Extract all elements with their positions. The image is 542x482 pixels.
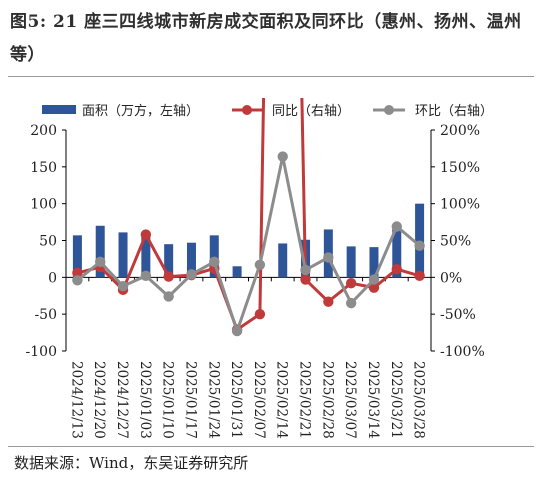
x-tick-label: 2025/03/28 (411, 361, 427, 439)
bar-series (72, 203, 425, 278)
series-point (345, 278, 357, 289)
x-tick-label: 2025/02/28 (319, 361, 335, 439)
legend: 面积（万方，左轴） 同比（右轴） 环比（右轴） (42, 103, 493, 119)
series-point (117, 280, 129, 292)
left-tick-label: 200 (30, 123, 57, 139)
series-line-segment (372, 225, 399, 282)
right-tick-label: 100% (440, 197, 480, 213)
series-point (163, 271, 174, 282)
line-series (72, 97, 425, 337)
x-tick-label: 2024/12/27 (114, 361, 130, 439)
series-point (300, 274, 311, 285)
series-point (323, 252, 334, 263)
bar (232, 266, 242, 278)
series-point (414, 240, 425, 251)
series-line-segment (235, 263, 262, 333)
left-tick-label: -50 (34, 307, 57, 323)
left-tick-label: -100 (26, 344, 57, 360)
series-point (414, 270, 425, 282)
series-point (254, 308, 266, 320)
right-tick-label: 0% (440, 270, 462, 286)
bar (209, 235, 219, 278)
series-point (95, 256, 106, 268)
figure-title: 图5: 21 座三四线城市新房成交面积及同环比（惠州、扬州、温州等） (10, 12, 522, 65)
series-point (231, 325, 243, 337)
x-tick-label: 2025/01/24 (205, 361, 221, 439)
right-tick-label: 150% (440, 160, 480, 176)
yoy-spike-down (300, 97, 308, 280)
source-divider (8, 446, 534, 447)
x-tick-label: 2025/03/21 (388, 361, 404, 439)
series-line-segment (281, 155, 308, 272)
series-point (140, 229, 152, 240)
series-point (186, 269, 197, 280)
right-tick-label: -50% (440, 307, 476, 323)
x-tick-label: 2025/01/31 (228, 361, 244, 439)
series-point (368, 282, 380, 293)
series-line-segment (121, 233, 148, 292)
right-tick-label: -100% (440, 344, 485, 360)
bar (346, 246, 356, 278)
bar (95, 225, 105, 278)
x-tick-label: 2025/03/14 (365, 361, 381, 439)
legend-label: 面积（万方，左轴） (82, 103, 199, 119)
source-note: 数据来源：Wind，东吴证券研究所 (14, 454, 249, 472)
x-tick-label: 2024/12/20 (91, 361, 107, 439)
series-point (72, 267, 83, 279)
x-tick-label: 2025/01/10 (160, 361, 176, 439)
series-line-segment (349, 278, 376, 305)
series-point (163, 291, 174, 302)
bar (278, 243, 288, 278)
series-point (277, 151, 288, 162)
series-point (323, 296, 334, 307)
bar (118, 232, 128, 278)
series-line-segment (326, 255, 353, 305)
x-tick-label: 2025/02/07 (251, 361, 267, 439)
bar (141, 236, 151, 278)
series-point (391, 264, 402, 275)
x-tick-label: 2024/12/13 (68, 361, 84, 439)
legend-marker-mom (384, 105, 394, 115)
series-point (254, 259, 266, 271)
series-point (391, 221, 402, 232)
left-tick-label: 50 (39, 234, 57, 250)
series-point (140, 270, 152, 282)
x-tick-label: 2025/02/21 (297, 361, 313, 439)
series-point (300, 264, 311, 276)
series-point (368, 274, 380, 285)
series-line-segment (144, 233, 171, 279)
legend-label: 同比（右轴） (272, 104, 350, 119)
series-line-segment (98, 260, 125, 288)
x-tick-label: 2025/01/03 (137, 361, 153, 439)
series-point (345, 297, 357, 309)
legend-swatch-bar (42, 105, 76, 114)
bar (392, 228, 402, 278)
right-tick-label: 200% (440, 123, 480, 139)
bar (186, 242, 196, 278)
legend-marker-yoy (242, 105, 252, 115)
bar (72, 235, 82, 278)
title-divider (8, 76, 534, 77)
axes: 200 200% 150 150% 100 100% 50 50% 0 0% -50 -50% -100… (26, 123, 485, 360)
left-tick-label: 0 (48, 270, 57, 286)
x-tick-labels: 2024/12/13 2024/12/20 2024/12/27 2025/01/03… (68, 361, 426, 439)
bar (369, 247, 379, 278)
x-tick-label: 2025/02/14 (274, 361, 290, 439)
legend-label: 环比（右轴） (415, 104, 493, 119)
series-point (72, 275, 83, 286)
left-tick-label: 100 (30, 197, 57, 213)
left-tick-label: 150 (30, 160, 57, 176)
x-tick-label: 2025/03/07 (342, 361, 358, 439)
series-line-segment (167, 272, 193, 298)
x-tick-label: 2025/01/17 (182, 361, 198, 439)
series-line-segment (212, 260, 239, 333)
series-line-segment (258, 155, 285, 267)
right-tick-label: 50% (440, 234, 471, 250)
bar (164, 244, 174, 278)
series-point (209, 256, 220, 268)
yoy-spike-up (258, 97, 266, 315)
series-line-segment (304, 278, 330, 304)
